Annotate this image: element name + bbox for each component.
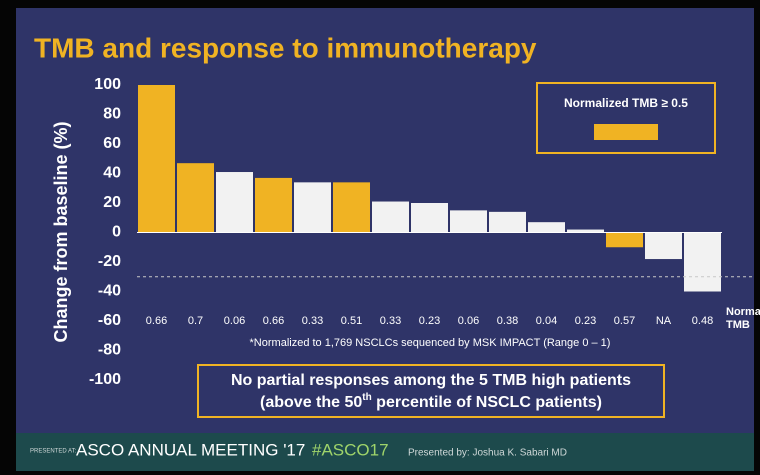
bar	[684, 232, 721, 292]
y-tick-label: 100	[94, 76, 121, 93]
bar	[294, 182, 331, 233]
y-tick-label: 60	[103, 135, 121, 152]
y-tick-label: -100	[89, 371, 121, 388]
bar	[216, 172, 253, 233]
x-tick-label: 0.38	[497, 315, 518, 327]
slide-title: TMB and response to immunotherapy	[34, 32, 537, 63]
x-tick-label: 0.7	[188, 315, 203, 327]
legend-label: Normalized TMB ≥ 0.5	[564, 96, 688, 110]
footer-presenter: Presented by: Joshua K. Sabari MD	[408, 448, 567, 459]
x-tick-label: 0.06	[224, 315, 245, 327]
x-tick-label: 0.66	[263, 315, 284, 327]
x-tick-label: 0.23	[575, 315, 596, 327]
x-tick-label: 0.51	[341, 315, 362, 327]
footer-band	[16, 433, 754, 471]
callout-box	[197, 364, 665, 418]
bar	[489, 211, 526, 233]
footnote: *Normalized to 1,769 NSCLCs sequenced by…	[250, 337, 611, 349]
footer-meeting: ASCO ANNUAL MEETING '17	[76, 440, 305, 459]
bar	[255, 177, 292, 233]
x-tick-label: NA	[656, 315, 672, 327]
x-tick-label: 0.57	[614, 315, 635, 327]
bar	[177, 163, 214, 233]
y-axis-label: Change from baseline (%)	[51, 121, 71, 342]
y-tick-label: 0	[112, 224, 121, 241]
bar	[606, 232, 643, 248]
x-tick-label: 0.04	[536, 315, 557, 327]
x-tick-label: 0.33	[380, 315, 401, 327]
x-tick-label: 0.23	[419, 315, 440, 327]
bar	[567, 229, 604, 233]
x-tick-label: 0.06	[458, 315, 479, 327]
footer-presented-at: PRESENTED AT:	[30, 449, 77, 455]
callout-line: No partial responses among the 5 TMB hig…	[231, 372, 631, 389]
x-tick-label: 0.33	[302, 315, 323, 327]
bar	[645, 232, 682, 260]
callout-sup: th	[362, 392, 371, 403]
y-tick-label: -40	[98, 283, 121, 300]
x-tick-label: 0.48	[692, 315, 713, 327]
x-axis-label: TMB	[726, 319, 750, 331]
callout-line: (above the 50th percentile of NSCLC pati…	[260, 392, 602, 412]
callout-text: (above the 50	[260, 394, 362, 411]
footer-hashtag: #ASCO17	[312, 440, 389, 459]
y-tick-label: -20	[98, 253, 121, 270]
y-tick-label: 20	[103, 194, 121, 211]
bar	[333, 182, 370, 233]
y-tick-label: -80	[98, 342, 121, 359]
bar	[450, 210, 487, 233]
y-tick-label: 40	[103, 165, 121, 182]
x-tick-label: 0.66	[146, 315, 167, 327]
legend-box	[536, 82, 716, 154]
bar	[138, 85, 175, 233]
y-tick-label: -60	[98, 312, 121, 329]
y-tick-label: 80	[103, 106, 121, 123]
bar	[411, 203, 448, 233]
legend-swatch	[594, 124, 658, 140]
x-axis-label: Normalized	[726, 306, 760, 318]
bar	[372, 201, 409, 233]
bar	[528, 222, 565, 233]
callout-text: percentile of NSCLC patients)	[372, 394, 602, 411]
